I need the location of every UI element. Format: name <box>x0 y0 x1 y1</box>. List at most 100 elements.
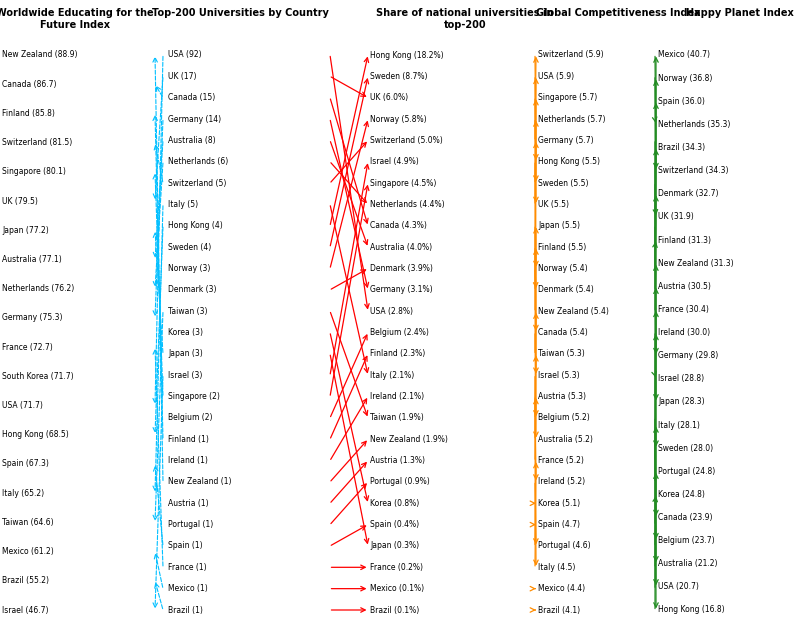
Text: Taiwan (64.6): Taiwan (64.6) <box>2 518 53 527</box>
Text: USA (92): USA (92) <box>168 51 202 60</box>
Text: Spain (0.4%): Spain (0.4%) <box>370 520 419 529</box>
Text: Ireland (30.0): Ireland (30.0) <box>658 328 710 337</box>
Text: Sweden (8.7%): Sweden (8.7%) <box>370 72 427 81</box>
Text: Brazil (0.1%): Brazil (0.1%) <box>370 606 419 614</box>
Text: Netherlands (4.4%): Netherlands (4.4%) <box>370 200 445 209</box>
Text: Mexico (4.4): Mexico (4.4) <box>538 584 585 593</box>
Text: UK (79.5): UK (79.5) <box>2 196 38 206</box>
Text: Brazil (34.3): Brazil (34.3) <box>658 143 705 152</box>
Text: USA (71.7): USA (71.7) <box>2 401 43 410</box>
Text: Belgium (23.7): Belgium (23.7) <box>658 536 715 545</box>
Text: Korea (24.8): Korea (24.8) <box>658 490 705 499</box>
Text: Netherlands (6): Netherlands (6) <box>168 157 228 166</box>
Text: Global Competitiveness Index: Global Competitiveness Index <box>536 8 701 18</box>
Text: Israel (5.3): Israel (5.3) <box>538 371 579 380</box>
Text: Happy Planet Index: Happy Planet Index <box>686 8 794 18</box>
Text: Singapore (4.5%): Singapore (4.5%) <box>370 179 437 187</box>
Text: Finland (2.3%): Finland (2.3%) <box>370 349 426 359</box>
Text: France (72.7): France (72.7) <box>2 342 53 352</box>
Text: Mexico (0.1%): Mexico (0.1%) <box>370 584 424 593</box>
Text: Norway (36.8): Norway (36.8) <box>658 73 713 83</box>
Text: Italy (4.5): Italy (4.5) <box>538 563 575 572</box>
Text: Ireland (5.2): Ireland (5.2) <box>538 477 585 487</box>
Text: Israel (46.7): Israel (46.7) <box>2 606 49 614</box>
Text: UK (31.9): UK (31.9) <box>658 213 693 221</box>
Text: Italy (5): Italy (5) <box>168 200 198 209</box>
Text: Taiwan (3): Taiwan (3) <box>168 307 207 315</box>
Text: Italy (2.1%): Italy (2.1%) <box>370 371 414 380</box>
Text: Taiwan (1.9%): Taiwan (1.9%) <box>370 413 424 423</box>
Text: Finland (31.3): Finland (31.3) <box>658 236 711 245</box>
Text: Brazil (55.2): Brazil (55.2) <box>2 576 49 585</box>
Text: Hong Kong (16.8): Hong Kong (16.8) <box>658 606 724 614</box>
Text: Denmark (3): Denmark (3) <box>168 285 217 294</box>
Text: Spain (67.3): Spain (67.3) <box>2 460 49 468</box>
Text: Austria (30.5): Austria (30.5) <box>658 282 711 291</box>
Text: New Zealand (31.3): New Zealand (31.3) <box>658 258 733 268</box>
Text: Austria (1.3%): Austria (1.3%) <box>370 456 425 465</box>
Text: Portugal (24.8): Portugal (24.8) <box>658 466 715 476</box>
Text: Switzerland (5): Switzerland (5) <box>168 179 226 187</box>
Text: France (0.2%): France (0.2%) <box>370 563 423 572</box>
Text: Brazil (4.1): Brazil (4.1) <box>538 606 580 614</box>
Text: UK (5.5): UK (5.5) <box>538 200 569 209</box>
Text: Germany (75.3): Germany (75.3) <box>2 314 62 322</box>
Text: Worldwide Educating for the
Future Index: Worldwide Educating for the Future Index <box>0 8 154 29</box>
Text: Finland (85.8): Finland (85.8) <box>2 109 55 118</box>
Text: New Zealand (1): New Zealand (1) <box>168 477 231 487</box>
Text: Brazil (1): Brazil (1) <box>168 606 203 614</box>
Text: Denmark (32.7): Denmark (32.7) <box>658 189 719 198</box>
Text: New Zealand (5.4): New Zealand (5.4) <box>538 307 609 315</box>
Text: Norway (5.8%): Norway (5.8%) <box>370 115 426 124</box>
Text: USA (2.8%): USA (2.8%) <box>370 307 413 315</box>
Text: France (30.4): France (30.4) <box>658 305 709 314</box>
Text: Sweden (5.5): Sweden (5.5) <box>538 179 588 187</box>
Text: Israel (4.9%): Israel (4.9%) <box>370 157 418 166</box>
Text: Hong Kong (68.5): Hong Kong (68.5) <box>2 430 69 440</box>
Text: Australia (8): Australia (8) <box>168 136 216 145</box>
Text: Belgium (5.2): Belgium (5.2) <box>538 413 590 423</box>
Text: Israel (28.8): Israel (28.8) <box>658 374 704 383</box>
Text: Germany (5.7): Germany (5.7) <box>538 136 594 145</box>
Text: Finland (5.5): Finland (5.5) <box>538 243 587 251</box>
Text: Israel (3): Israel (3) <box>168 371 202 380</box>
Text: Norway (5.4): Norway (5.4) <box>538 264 587 273</box>
Text: UK (6.0%): UK (6.0%) <box>370 93 408 102</box>
Text: Switzerland (34.3): Switzerland (34.3) <box>658 166 728 175</box>
Text: Share of national universities in
top-200: Share of national universities in top-20… <box>376 8 554 29</box>
Text: Denmark (3.9%): Denmark (3.9%) <box>370 264 433 273</box>
Text: Ireland (1): Ireland (1) <box>168 456 208 465</box>
Text: UK (17): UK (17) <box>168 72 197 81</box>
Text: France (1): France (1) <box>168 563 206 572</box>
Text: Mexico (61.2): Mexico (61.2) <box>2 547 53 556</box>
Text: Italy (65.2): Italy (65.2) <box>2 488 44 498</box>
Text: Norway (3): Norway (3) <box>168 264 210 273</box>
Text: Netherlands (76.2): Netherlands (76.2) <box>2 284 74 293</box>
Text: Korea (3): Korea (3) <box>168 328 203 337</box>
Text: Switzerland (5.9): Switzerland (5.9) <box>538 51 603 60</box>
Text: Germany (29.8): Germany (29.8) <box>658 351 718 360</box>
Text: Australia (21.2): Australia (21.2) <box>658 559 717 568</box>
Text: Hong Kong (4): Hong Kong (4) <box>168 221 222 230</box>
Text: Singapore (80.1): Singapore (80.1) <box>2 167 66 176</box>
Text: Canada (15): Canada (15) <box>168 93 215 102</box>
Text: Italy (28.1): Italy (28.1) <box>658 421 700 429</box>
Text: Canada (23.9): Canada (23.9) <box>658 513 713 522</box>
Text: Spain (1): Spain (1) <box>168 542 202 551</box>
Text: Netherlands (5.7): Netherlands (5.7) <box>538 115 606 124</box>
Text: Japan (3): Japan (3) <box>168 349 202 359</box>
Text: Singapore (2): Singapore (2) <box>168 392 220 401</box>
Text: Japan (28.3): Japan (28.3) <box>658 398 705 406</box>
Text: Denmark (5.4): Denmark (5.4) <box>538 285 594 294</box>
Text: Hong Kong (18.2%): Hong Kong (18.2%) <box>370 51 444 60</box>
Text: Ireland (2.1%): Ireland (2.1%) <box>370 392 424 401</box>
Text: Australia (5.2): Australia (5.2) <box>538 435 593 444</box>
Text: Mexico (1): Mexico (1) <box>168 584 208 593</box>
Text: Finland (1): Finland (1) <box>168 435 209 444</box>
Text: Japan (0.3%): Japan (0.3%) <box>370 542 419 551</box>
Text: Austria (1): Austria (1) <box>168 498 209 508</box>
Text: USA (5.9): USA (5.9) <box>538 72 574 81</box>
Text: Canada (5.4): Canada (5.4) <box>538 328 587 337</box>
Text: Mexico (40.7): Mexico (40.7) <box>658 51 710 60</box>
Text: Spain (4.7): Spain (4.7) <box>538 520 580 529</box>
